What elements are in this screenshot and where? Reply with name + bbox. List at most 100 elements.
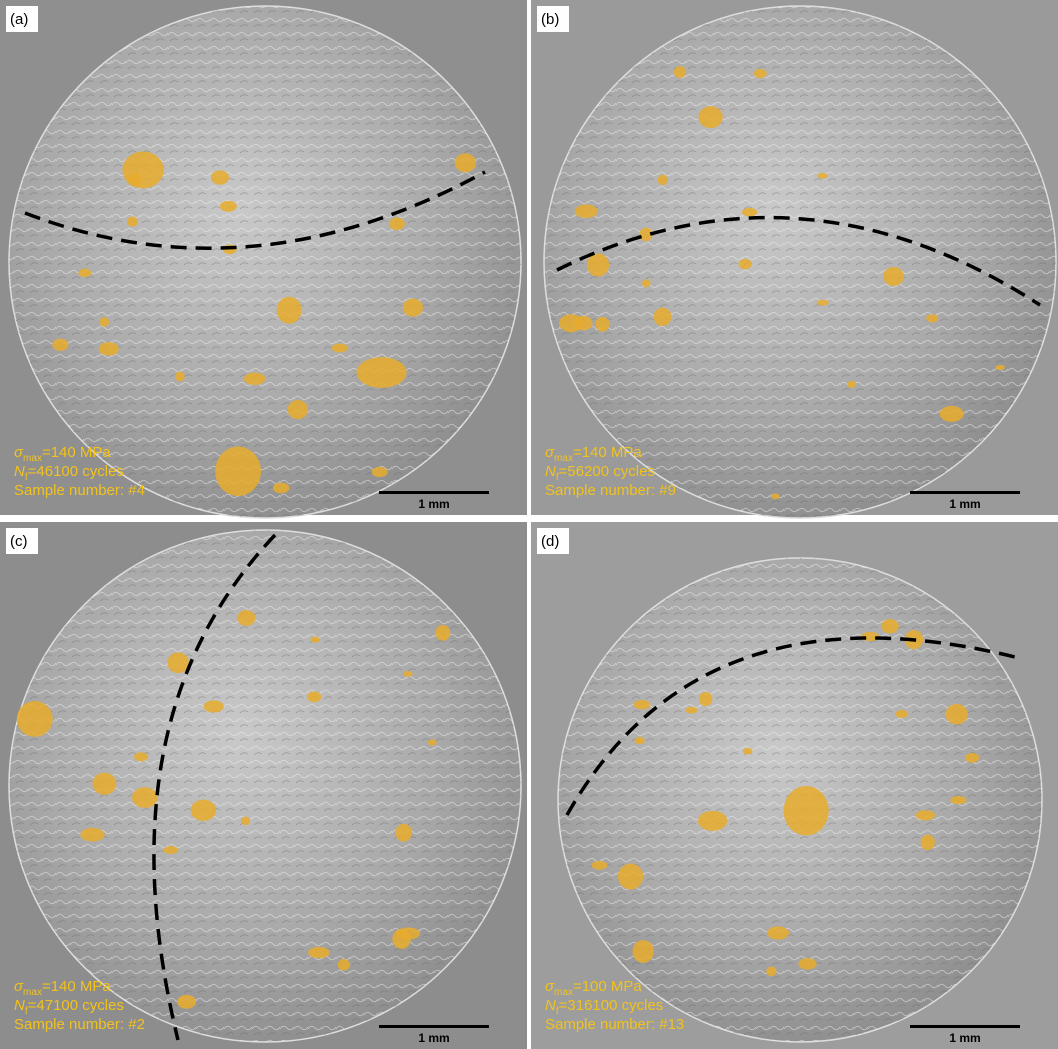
particle [396,824,412,842]
particle [950,796,966,804]
particle [754,69,767,78]
particle [78,269,91,277]
value: =46100 cycles [28,463,124,480]
particle [635,737,645,745]
particle [288,400,308,419]
panel-label: (c) [10,533,28,550]
particle [798,958,816,969]
sample-number: Sample number: #4 [14,482,145,499]
particle [308,947,330,958]
particle [428,739,437,745]
particle [99,342,119,355]
scale-bar [910,491,1020,494]
panel-label: (d) [541,533,559,550]
sample-number: Sample number: #2 [14,1016,145,1033]
particle [618,864,643,890]
value: =100 MPa [573,978,642,995]
particle [847,381,856,388]
particle [698,106,722,128]
particle [435,625,450,641]
particle [575,204,598,218]
particle [742,208,757,217]
particle [817,300,829,306]
particle [392,929,411,949]
sample-number: Sample number: #9 [545,482,676,499]
particle [591,861,607,870]
particle [177,995,196,1009]
symbol: N [14,463,25,480]
particle [332,344,348,353]
particle [940,406,964,422]
particle [595,317,609,332]
scale-bar [910,1025,1020,1028]
particle [134,752,148,761]
particle [946,704,968,725]
particle [965,753,979,763]
particle [403,299,423,317]
value: =47100 cycles [28,997,124,1014]
figure: (a)σmax=140 MPaNf=46100 cyclesSample num… [0,0,1058,1049]
panel-label: (b) [541,11,559,28]
value: =140 MPa [573,444,642,461]
particle [587,253,609,276]
value: =140 MPa [42,444,111,461]
particle [817,173,828,178]
particle [215,447,261,496]
particle [273,483,289,494]
scale-label: 1 mm [418,497,449,511]
particle [771,493,779,499]
particle [163,846,178,854]
particle [52,339,68,351]
particle [686,707,698,714]
particle [739,259,752,269]
particle [767,926,789,939]
particle [403,671,413,677]
particle [698,811,727,831]
particle [883,267,904,286]
particle [921,835,935,850]
particle [244,373,265,385]
surface-texture [9,530,521,1042]
surface-texture [9,6,521,518]
scale-bar [379,491,489,494]
particle [204,700,224,712]
particle [674,66,686,78]
particle [307,692,321,703]
symbol: N [545,997,556,1014]
scale-label: 1 mm [949,1031,980,1045]
symbol: N [14,997,25,1014]
particle [92,773,116,795]
value: =316100 cycles [559,997,664,1014]
particle [455,153,476,172]
particle [175,371,184,381]
particle [766,967,776,977]
particle [995,365,1004,370]
scale-bar [379,1025,489,1028]
particle [916,810,935,820]
particle [237,610,255,626]
value: =140 MPa [42,978,111,995]
particle [132,787,158,808]
symbol: N [545,463,556,480]
particle [122,151,163,188]
surface-texture [544,6,1056,518]
particle [100,317,109,327]
particle [634,700,651,709]
particle [167,652,189,673]
particle [926,314,938,322]
particle [372,467,388,477]
particle [241,817,250,826]
particle [699,692,712,706]
particle [357,357,407,388]
sample-number: Sample number: #13 [545,1016,684,1033]
particle [310,637,320,643]
value: =56200 cycles [559,463,655,480]
particle [896,710,908,718]
scale-label: 1 mm [418,1031,449,1045]
particle [642,279,650,287]
particle [389,217,405,230]
scale-label: 1 mm [949,497,980,511]
